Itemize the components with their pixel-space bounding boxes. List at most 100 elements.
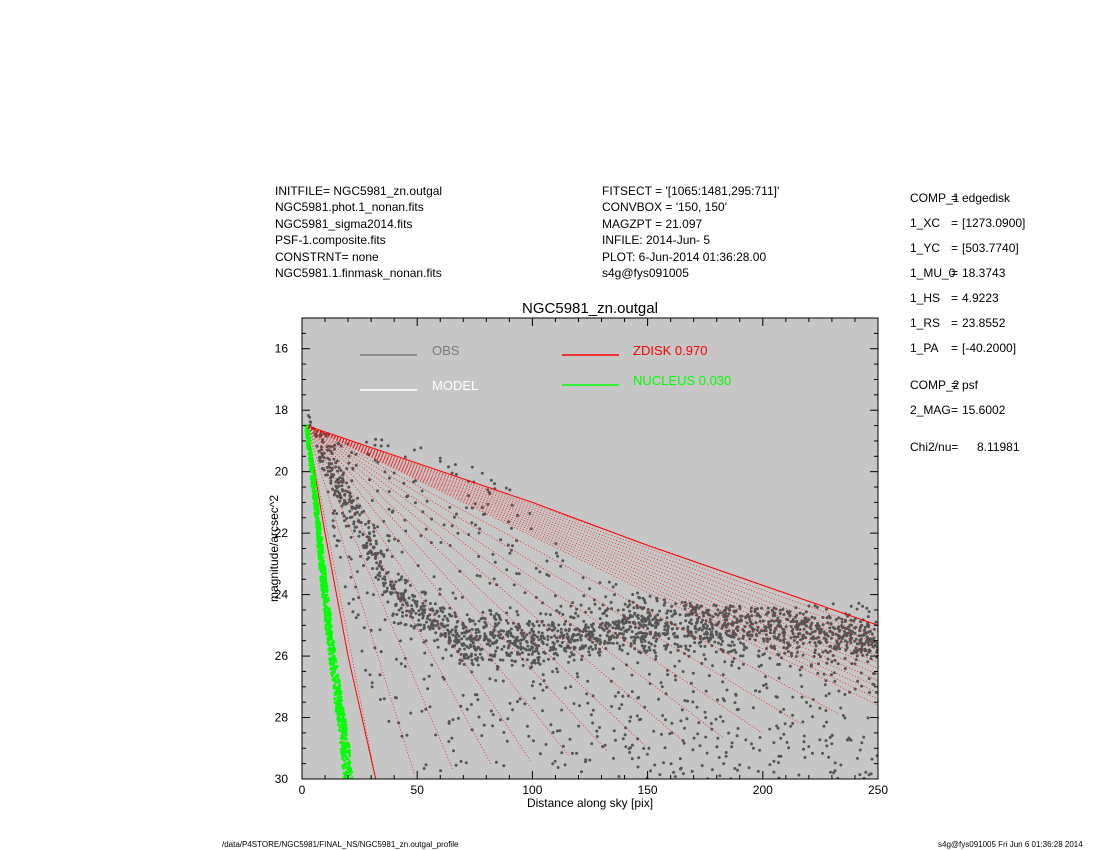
obs-point bbox=[411, 609, 415, 613]
obs-point bbox=[507, 644, 511, 648]
obs-point bbox=[391, 509, 395, 513]
obs-point bbox=[830, 660, 834, 664]
obs-point bbox=[422, 677, 426, 681]
obs-point bbox=[414, 611, 418, 615]
obs-point bbox=[423, 651, 427, 655]
obs-point bbox=[531, 660, 535, 664]
obs-point bbox=[460, 595, 464, 599]
obs-point bbox=[859, 671, 863, 675]
obs-point bbox=[553, 634, 556, 638]
obs-point bbox=[778, 619, 782, 623]
obs-point bbox=[761, 619, 765, 623]
obs-point bbox=[548, 648, 552, 652]
obs-point bbox=[729, 635, 733, 639]
obs-point bbox=[374, 553, 378, 557]
obs-point bbox=[527, 734, 531, 738]
nucleus-point bbox=[338, 703, 342, 707]
obs-point bbox=[593, 602, 597, 606]
obs-point bbox=[685, 634, 689, 638]
obs-point bbox=[443, 614, 447, 618]
obs-point bbox=[705, 751, 709, 755]
obs-point bbox=[394, 580, 398, 584]
obs-point bbox=[732, 657, 736, 660]
obs-point bbox=[455, 631, 459, 635]
obs-point bbox=[805, 630, 809, 634]
obs-point bbox=[843, 656, 847, 660]
obs-point bbox=[769, 628, 772, 632]
obs-point bbox=[376, 578, 380, 581]
nucleus-point bbox=[330, 643, 334, 647]
obs-point bbox=[481, 657, 485, 661]
obs-point bbox=[828, 626, 832, 630]
y-tick-label: 18 bbox=[275, 403, 289, 417]
nucleus-point bbox=[316, 546, 320, 549]
obs-point bbox=[419, 628, 423, 632]
obs-point bbox=[833, 627, 837, 631]
obs-point bbox=[556, 653, 559, 657]
obs-point bbox=[798, 611, 802, 615]
nucleus-point bbox=[310, 466, 314, 470]
obs-point bbox=[351, 610, 355, 614]
obs-point bbox=[386, 444, 390, 448]
nucleus-point bbox=[348, 773, 352, 776]
obs-point bbox=[663, 601, 667, 605]
obs-point bbox=[562, 633, 566, 637]
obs-point bbox=[678, 613, 682, 617]
obs-point bbox=[381, 593, 384, 597]
obs-point bbox=[607, 624, 611, 628]
obs-point bbox=[725, 688, 729, 692]
obs-point bbox=[829, 622, 833, 626]
nucleus-point bbox=[317, 533, 321, 537]
obs-point bbox=[545, 685, 549, 689]
obs-point bbox=[354, 452, 358, 456]
obs-point bbox=[853, 687, 857, 691]
nucleus-point bbox=[335, 702, 339, 706]
obs-point bbox=[375, 567, 379, 571]
obs-point bbox=[809, 623, 813, 627]
obs-point bbox=[741, 628, 745, 632]
obs-point bbox=[465, 506, 468, 510]
obs-point bbox=[754, 689, 758, 693]
obs-point bbox=[331, 511, 335, 515]
obs-point bbox=[466, 656, 470, 660]
obs-point bbox=[315, 444, 319, 448]
obs-point bbox=[581, 644, 584, 648]
obs-point bbox=[611, 667, 615, 671]
obs-point bbox=[768, 727, 772, 731]
obs-point bbox=[845, 631, 849, 635]
obs-point bbox=[394, 696, 398, 700]
obs-point bbox=[763, 675, 767, 679]
nucleus-point bbox=[326, 632, 330, 636]
obs-point bbox=[337, 466, 341, 470]
obs-point bbox=[630, 673, 634, 677]
obs-point bbox=[488, 608, 492, 612]
obs-point bbox=[617, 624, 621, 628]
obs-point bbox=[448, 544, 452, 547]
obs-point bbox=[697, 721, 701, 725]
obs-point bbox=[794, 606, 798, 610]
obs-point bbox=[776, 726, 780, 730]
obs-point bbox=[359, 554, 362, 558]
nucleus-point bbox=[318, 543, 322, 547]
obs-point bbox=[359, 521, 363, 524]
obs-point bbox=[545, 643, 549, 647]
obs-point bbox=[660, 685, 664, 689]
obs-point bbox=[864, 770, 868, 774]
obs-point bbox=[419, 534, 423, 538]
obs-point bbox=[813, 604, 817, 608]
obs-point bbox=[719, 633, 723, 636]
obs-point bbox=[837, 689, 841, 693]
obs-point bbox=[792, 635, 796, 639]
obs-point bbox=[652, 729, 656, 733]
obs-point bbox=[681, 670, 685, 674]
obs-point bbox=[542, 650, 546, 654]
obs-point bbox=[627, 627, 631, 631]
obs-point bbox=[370, 681, 374, 685]
obs-point bbox=[814, 636, 818, 640]
obs-point bbox=[768, 763, 772, 767]
obs-point bbox=[616, 691, 620, 694]
obs-point bbox=[405, 733, 409, 737]
obs-point bbox=[419, 623, 423, 627]
obs-point bbox=[519, 638, 523, 642]
obs-point bbox=[705, 610, 709, 614]
